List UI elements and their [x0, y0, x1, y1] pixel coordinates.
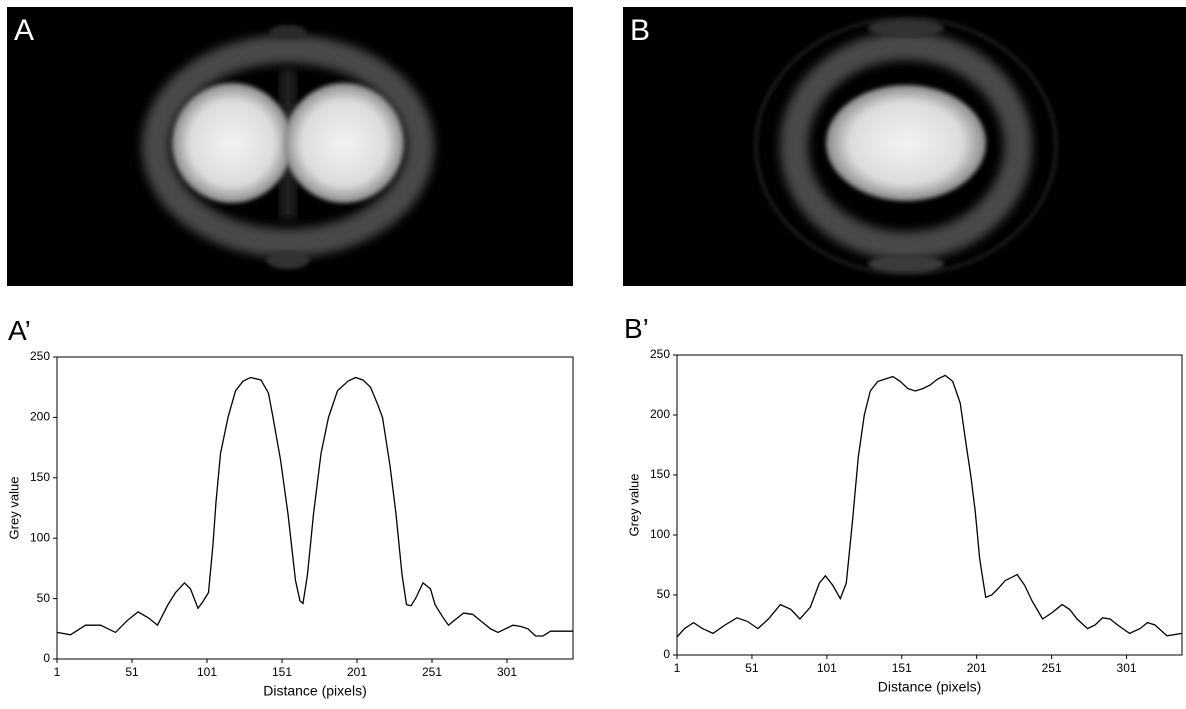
x-tick-label: 51 [125, 665, 139, 679]
x-tick-label: 101 [817, 661, 837, 675]
y-tick-label: 100 [30, 530, 50, 544]
plot-frame [56, 356, 574, 660]
image-b: B [623, 7, 1186, 286]
y-tick-label: 50 [657, 587, 671, 601]
y-axis-label: Grey value [6, 477, 21, 540]
x-axis-label: Distance (pixels) [878, 679, 981, 695]
y-tick-label: 200 [650, 407, 670, 421]
x-tick-label: 251 [1042, 661, 1062, 675]
x-tick-label: 101 [197, 665, 217, 679]
y-axis-label: Grey value [626, 474, 641, 537]
x-tick-label: 301 [1117, 661, 1137, 675]
y-tick-label: 0 [663, 647, 670, 661]
y-tick-label: 200 [30, 410, 50, 424]
x-tick-label: 301 [497, 665, 517, 679]
y-tick-label: 250 [650, 347, 670, 361]
x-axis-label: Distance (pixels) [263, 683, 366, 699]
y-tick-label: 100 [650, 527, 670, 541]
y-tick-label: 250 [30, 349, 50, 363]
x-tick-label: 1 [54, 665, 61, 679]
plot-frame [676, 354, 1183, 656]
panel-label: B’ [624, 313, 649, 344]
profile-line [56, 376, 573, 637]
image-a: A [7, 7, 573, 286]
x-tick-label: 201 [967, 661, 987, 675]
panel-label: A [14, 14, 34, 47]
profile-line [676, 374, 1183, 638]
x-tick-label: 251 [422, 665, 442, 679]
y-tick-label: 150 [650, 467, 670, 481]
x-tick-label: 151 [892, 661, 912, 675]
y-tick-label: 150 [30, 470, 50, 484]
panel-label: B [630, 14, 650, 47]
y-tick-label: 0 [43, 651, 50, 665]
x-tick-label: 201 [347, 665, 367, 679]
x-tick-label: 151 [272, 665, 292, 679]
x-tick-label: 51 [745, 661, 759, 675]
panel-label: A’ [8, 315, 31, 346]
y-tick-label: 50 [37, 591, 51, 605]
x-tick-label: 1 [674, 661, 681, 675]
